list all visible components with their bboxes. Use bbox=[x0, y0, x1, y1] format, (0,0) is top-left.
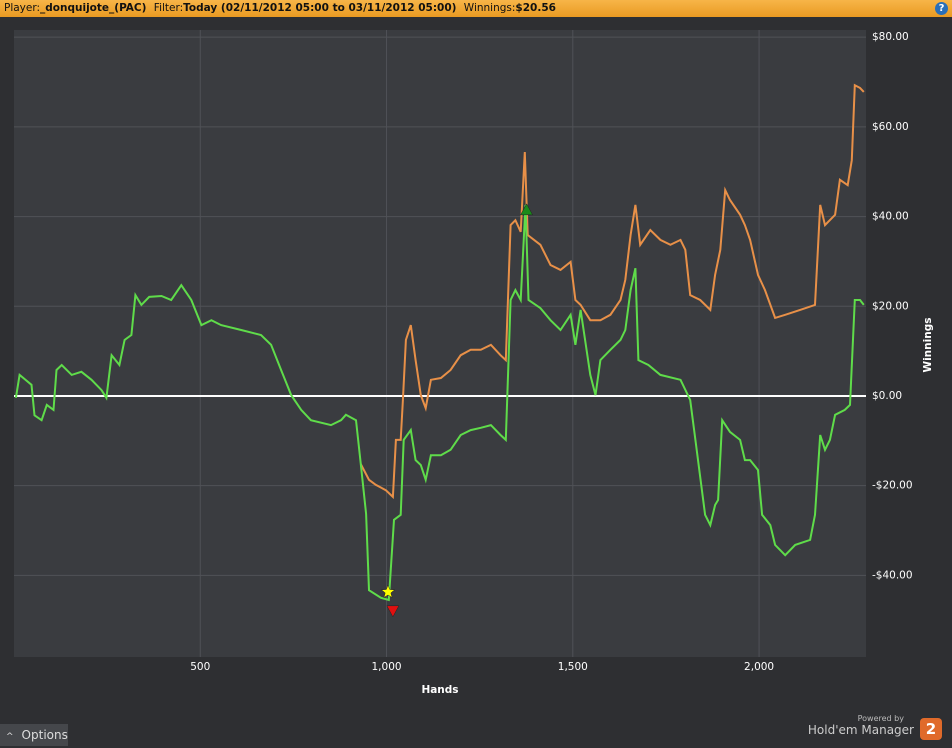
plot-area bbox=[14, 30, 866, 657]
y-axis-label: Winnings bbox=[922, 318, 934, 373]
brand: Powered by Hold'em Manager 2 bbox=[802, 714, 942, 744]
label: Player: bbox=[4, 2, 41, 14]
series-line bbox=[359, 83, 865, 500]
chart: Hands Winnings $80.00 $60.00 $40.00 $20.00 $… bbox=[14, 30, 934, 696]
value: $20.56 bbox=[515, 2, 556, 14]
marker bbox=[386, 605, 400, 618]
series-line bbox=[14, 204, 865, 602]
marker bbox=[380, 584, 396, 599]
label: Filter: bbox=[153, 2, 184, 14]
header-bar: Player:_donquijote_(PAC) Filter:Today (0… bbox=[0, 0, 952, 17]
x-tick-label: 500 bbox=[190, 661, 210, 673]
x-tick-label: 1,500 bbox=[558, 661, 588, 673]
options-button[interactable]: ^ Options bbox=[0, 724, 68, 746]
powered-by: Powered by bbox=[857, 714, 904, 723]
x-tick-label: 1,000 bbox=[372, 661, 402, 673]
brand-badge: 2 bbox=[920, 718, 942, 740]
brand-name: Hold'em Manager bbox=[807, 723, 914, 737]
y-tick-label: -$20.00 bbox=[872, 480, 913, 492]
label: Winnings: bbox=[463, 2, 516, 14]
x-tick-label: 2,000 bbox=[744, 661, 774, 673]
y-tick-label: $0.00 bbox=[872, 390, 902, 402]
help-button[interactable]: ? bbox=[935, 2, 948, 15]
y-tick-label: $20.00 bbox=[872, 300, 909, 312]
y-tick-label: $60.00 bbox=[872, 121, 909, 133]
y-tick-label: $80.00 bbox=[872, 31, 909, 43]
value: _donquijote_(PAC) bbox=[40, 2, 147, 14]
y-tick-label: -$40.00 bbox=[872, 569, 913, 581]
label: Options bbox=[21, 728, 68, 742]
x-axis-label: Hands bbox=[421, 684, 458, 696]
icon: ^ bbox=[6, 732, 14, 742]
value: Today (02/11/2012 05:00 to 03/11/2012 05… bbox=[183, 2, 457, 14]
y-tick-label: $40.00 bbox=[872, 211, 909, 223]
marker bbox=[520, 203, 534, 216]
